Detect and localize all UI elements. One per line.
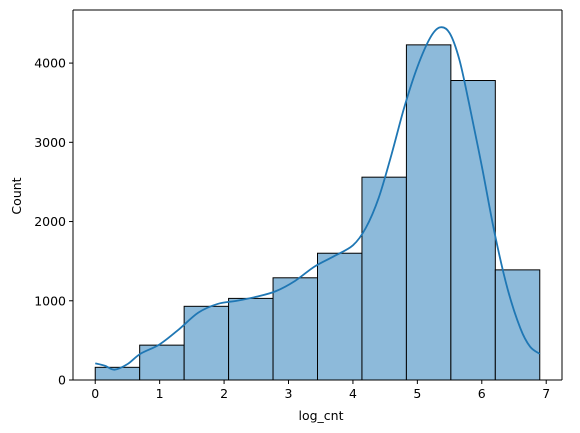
- x-axis-label: log_cnt: [298, 408, 343, 423]
- histogram-bar-8: [405, 44, 452, 381]
- histogram-bar-3: [183, 305, 230, 381]
- x-tick-label: 0: [91, 386, 99, 401]
- x-tick-label: 3: [285, 386, 293, 401]
- axes-frame: [72, 9, 563, 381]
- x-tick-label: 6: [478, 386, 486, 401]
- histogram-bars: [94, 44, 541, 381]
- histogram-bar-9: [450, 80, 496, 381]
- x-axis-ticks: 0 1 2 3 4 5 6 7: [91, 380, 550, 401]
- histogram-bar-5: [272, 277, 318, 381]
- histogram-bar-4: [228, 297, 274, 381]
- histogram-bar-7: [361, 176, 407, 381]
- histogram-bar-6: [317, 252, 363, 381]
- y-tick-label: 0: [58, 373, 66, 388]
- y-tick-label: 4000: [34, 56, 66, 71]
- histogram-bar-10: [494, 269, 541, 381]
- y-axis-ticks: 0 1000 2000 3000 4000: [34, 56, 73, 388]
- kde-curve-group: [95, 26, 541, 371]
- x-tick-label: 7: [542, 386, 550, 401]
- y-tick-label: 1000: [34, 293, 66, 308]
- y-axis-label: Count: [9, 177, 24, 214]
- kde-line: [95, 26, 541, 371]
- x-tick-label: 5: [413, 386, 421, 401]
- y-tick-label: 3000: [34, 135, 66, 150]
- x-tick-label: 2: [220, 386, 228, 401]
- y-tick-label: 2000: [34, 214, 66, 229]
- x-tick-label: 1: [156, 386, 164, 401]
- x-tick-label: 4: [349, 386, 357, 401]
